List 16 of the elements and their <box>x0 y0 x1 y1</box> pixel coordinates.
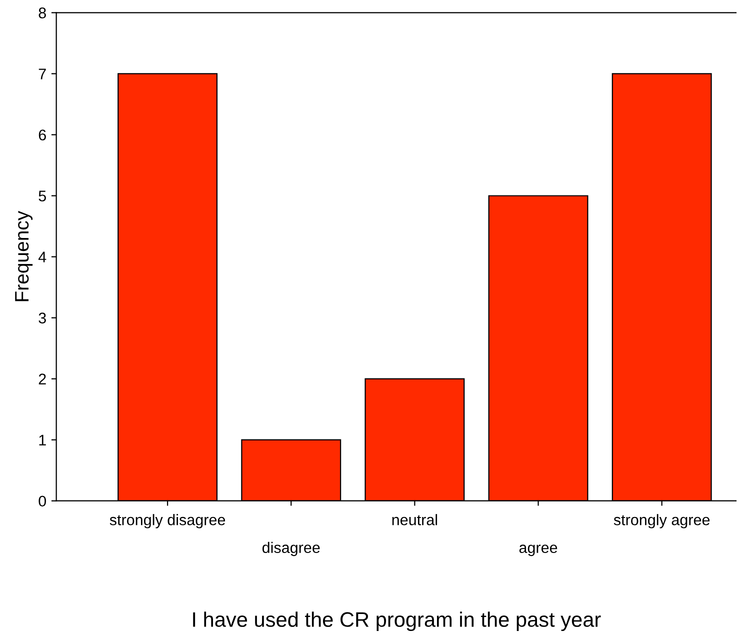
x-tick-label: agree <box>519 544 558 556</box>
y-tick-label: 1 <box>39 434 46 446</box>
y-tick-label: 2 <box>38 374 46 384</box>
y-tick-label: 6 <box>38 130 46 140</box>
y-tick-label: 0 <box>38 496 46 507</box>
x-tick-label: strongly disagree <box>110 514 226 528</box>
y-tick-label: 7 <box>38 68 46 80</box>
y-tick-label: 3 <box>38 312 46 324</box>
y-tick-label: 4 <box>38 252 46 262</box>
y-tick-label: 8 <box>38 8 46 18</box>
x-tick-label: neutral <box>392 514 438 526</box>
y-tick-label: 5 <box>38 190 46 202</box>
y-axis-title: Frequency <box>15 210 33 302</box>
x-tick-label: disagree <box>262 542 320 556</box>
x-tick-label: strongly agree <box>614 514 710 528</box>
x-axis-title: I have used the CR program in the past year <box>193 612 601 632</box>
